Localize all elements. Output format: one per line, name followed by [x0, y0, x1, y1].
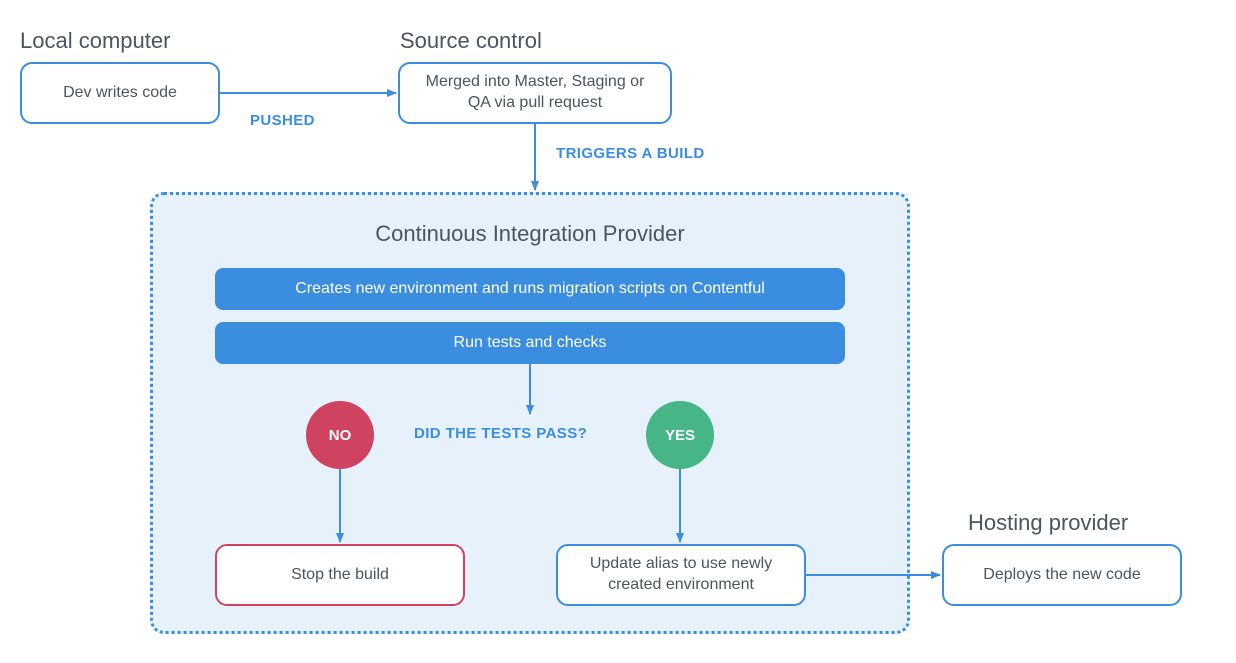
node-text: Merged into Master, Staging or QA via pu… [414, 72, 656, 114]
node-text: Update alias to use newly created enviro… [572, 554, 790, 596]
node-no-circle: NO [306, 401, 374, 469]
section-label-source: Source control [400, 28, 542, 54]
node-run-tests: Run tests and checks [215, 322, 845, 364]
node-deploys: Deploys the new code [942, 544, 1182, 606]
node-text: Creates new environment and runs migrati… [295, 280, 765, 298]
node-text: Stop the build [291, 565, 389, 586]
node-merged: Merged into Master, Staging or QA via pu… [398, 62, 672, 124]
node-dev-writes-code: Dev writes code [20, 62, 220, 124]
section-label-local: Local computer [20, 28, 170, 54]
node-text: Run tests and checks [454, 334, 607, 352]
edge-label-tests-pass: DID THE TESTS PASS? [414, 425, 587, 442]
node-stop-build: Stop the build [215, 544, 465, 606]
edge-label-pushed: PUSHED [250, 112, 315, 129]
circle-text: NO [329, 427, 352, 444]
node-text: Deploys the new code [983, 565, 1140, 586]
circle-text: YES [665, 427, 695, 444]
node-yes-circle: YES [646, 401, 714, 469]
node-text: Dev writes code [63, 83, 177, 104]
edge-label-triggers: TRIGGERS A BUILD [556, 145, 705, 162]
node-create-env: Creates new environment and runs migrati… [215, 268, 845, 310]
ci-container-title: Continuous Integration Provider [153, 221, 907, 247]
node-update-alias: Update alias to use newly created enviro… [556, 544, 806, 606]
section-label-hosting: Hosting provider [968, 510, 1128, 536]
